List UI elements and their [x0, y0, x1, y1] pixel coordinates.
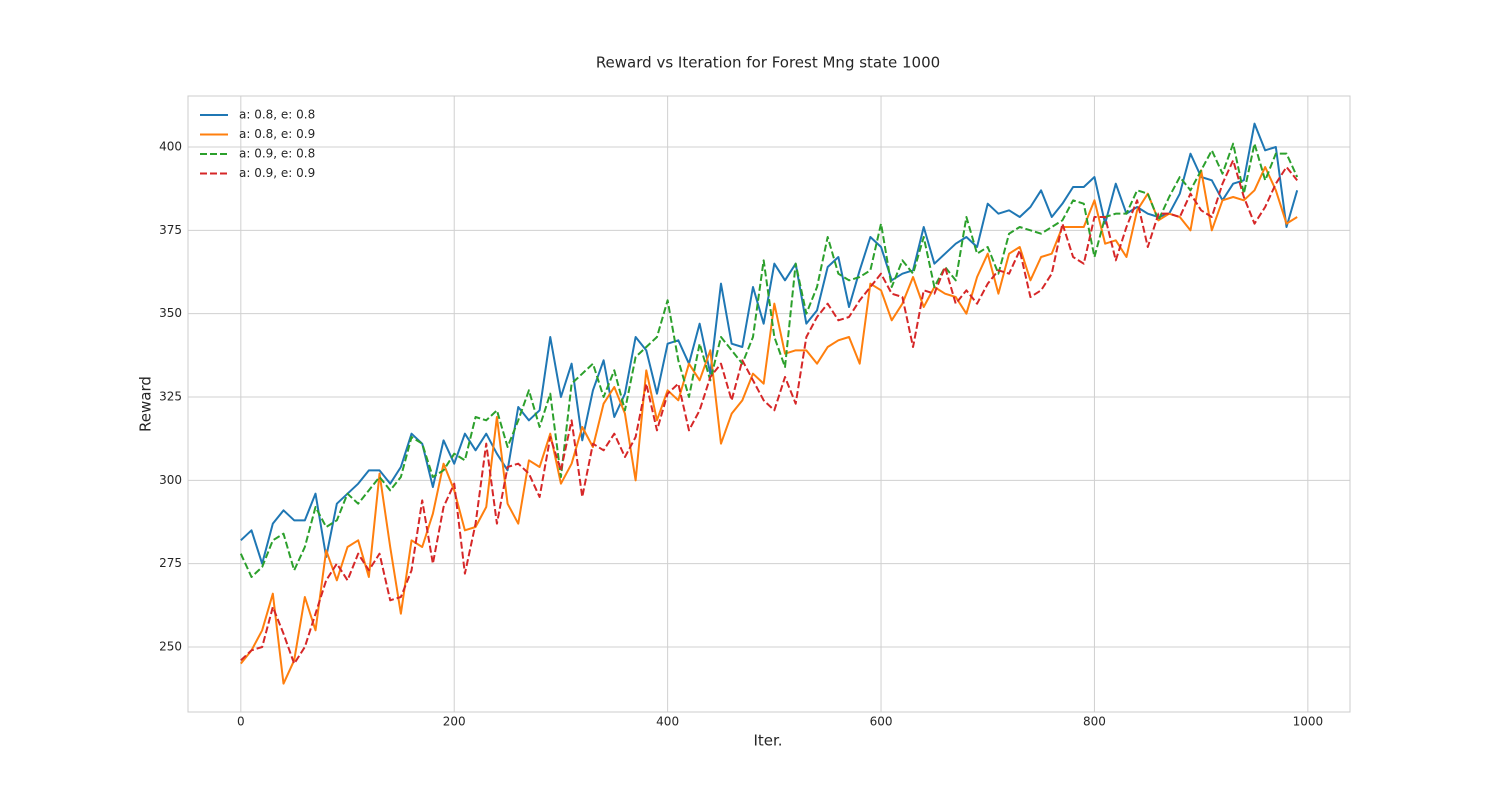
y-tick-label: 400: [159, 140, 182, 154]
x-tick-label: 800: [1083, 715, 1106, 729]
y-tick-label: 350: [159, 306, 182, 320]
legend-label: a: 0.9, e: 0.8: [239, 147, 315, 161]
y-tick-label: 250: [159, 640, 182, 654]
series-line: [240, 166, 1298, 685]
x-axis-label: Iter.: [753, 732, 782, 750]
y-axis-label: Reward: [137, 376, 155, 432]
legend-label: a: 0.9, e: 0.9: [239, 166, 315, 180]
series-line: [240, 159, 1298, 665]
chart-title: Reward vs Iteration for Forest Mng state…: [596, 54, 940, 72]
series-line: [239, 142, 1299, 578]
legend-label: a: 0.8, e: 0.8: [239, 108, 315, 122]
x-tick-label: 600: [870, 715, 893, 729]
x-tick-label: 0: [237, 715, 245, 729]
y-tick-label: 300: [159, 473, 182, 487]
plot-frame: [187, 95, 1351, 713]
x-tick-label: 1000: [1293, 715, 1324, 729]
x-tick-label: 200: [443, 715, 466, 729]
legend-label: a: 0.8, e: 0.9: [239, 127, 315, 141]
x-tick-label: 400: [656, 715, 679, 729]
y-tick-label: 275: [159, 556, 182, 570]
y-tick-label: 375: [159, 223, 182, 237]
y-tick-label: 325: [159, 390, 182, 404]
